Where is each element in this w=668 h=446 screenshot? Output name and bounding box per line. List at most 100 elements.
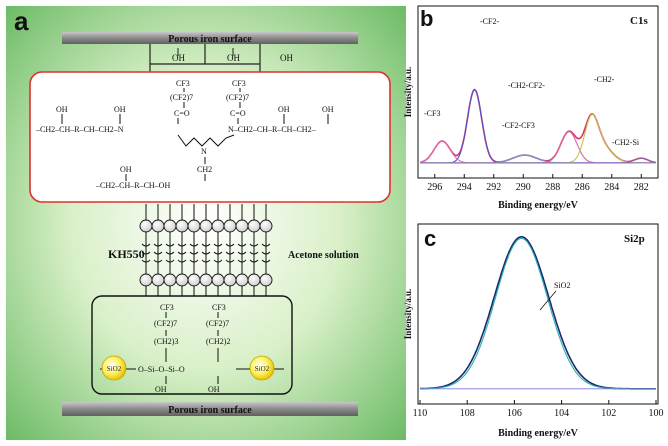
top-iron-surface-label: Porous iron surface: [168, 34, 252, 45]
bilayer-head: [199, 219, 213, 233]
upper-cf2-left: (CF2)7: [170, 93, 193, 102]
upper-oh-4: OH: [322, 105, 334, 114]
panel-b-x-tick-label: 292: [486, 182, 501, 193]
bilayer-tail: [237, 243, 247, 247]
panel-c-curves: [419, 236, 656, 390]
sio2-right-label: SiO2: [255, 365, 270, 373]
lower-ch2-left: (CH2)3: [154, 337, 178, 346]
peak-label-cf2: -CF2-: [480, 17, 499, 26]
peak-label-cf2-cf3: -CF2-CF3: [502, 121, 535, 130]
kh550-bilayer: [139, 204, 273, 296]
lower-si-chain: O–Si–O–Si–O: [138, 365, 185, 374]
panel-c-x-tick-label: 100: [649, 408, 664, 419]
peak-label-ch2-si: -CH2-Si: [612, 138, 640, 147]
upper-co-right: C=O: [230, 109, 246, 118]
upper-chain-left: –CH2–CH–R–CH–CH2–N: [35, 125, 124, 134]
bilayer-head: [259, 273, 273, 287]
bilayer-head: [175, 273, 189, 287]
bilayer-tail: [225, 251, 235, 255]
bilayer-head: [163, 273, 177, 287]
bilayer-tail: [165, 243, 175, 247]
bilayer-head: [259, 219, 273, 233]
bilayer-tail: [249, 259, 259, 263]
bottom-iron-surface-label: Porous iron surface: [168, 405, 252, 416]
bilayer-head: [211, 273, 225, 287]
panel-c-x-tick-label: 104: [554, 408, 569, 419]
bilayer-tail: [177, 243, 187, 247]
panel-b-series-line: [420, 88, 656, 164]
upper-cf3-left: CF3: [176, 79, 190, 88]
bottom-iron-surface: [62, 402, 358, 416]
upper-oh-5: OH: [120, 165, 132, 174]
sio2-left-label: SiO2: [107, 365, 122, 373]
panel-b-x-tick-label: 296: [427, 182, 442, 193]
bilayer-head: [187, 273, 201, 287]
panel-c-x-ticks: 110 108 106 104 102 100: [413, 400, 664, 419]
panel-c: c Si2p Intensity/a.u. Binding energy/eV …: [403, 223, 664, 439]
panel-b-x-ticks: 296 294 292 290 288 286 284 282: [427, 174, 649, 193]
bilayer-head: [211, 219, 225, 233]
bilayer-tail: [213, 243, 223, 247]
bilayer-head: [223, 273, 237, 287]
upper-oh-2: OH: [114, 105, 126, 114]
bilayer-tail: [249, 243, 259, 247]
bilayer-tail: [201, 251, 211, 255]
bilayer-tail: [201, 259, 211, 263]
peak-label-ch2-cf2: -CH2-CF2-: [508, 81, 545, 90]
panel-c-series-line: [419, 236, 656, 390]
bilayer-tail: [189, 243, 199, 247]
panel-b-frame: [417, 5, 659, 179]
bilayer-tail: [189, 259, 199, 263]
panel-b-xlabel: Binding energy/eV: [498, 200, 579, 211]
upper-oh-1: OH: [56, 105, 68, 114]
panel-b: b C1s Intensity/a.u. Binding energy/eV 2…: [403, 5, 659, 211]
panel-c-frame: [417, 223, 659, 405]
upper-molecule-box: CF3 CF3 (CF2)7 (CF2)7 C=O C=O OH OH OH O…: [29, 71, 391, 203]
bilayer-tail: [201, 243, 211, 247]
panel-b-x-tick-label: 294: [457, 182, 472, 193]
panel-c-x-tick-label: 102: [601, 408, 616, 419]
panel-b-ylabel: Intensity/a.u.: [403, 67, 413, 118]
panel-c-x-tick-label: 108: [460, 408, 475, 419]
bilayer-tail: [237, 259, 247, 263]
bilayer-head: [139, 219, 153, 233]
lower-cf2-left: (CF2)7: [154, 319, 177, 328]
bilayer-tail: [213, 259, 223, 263]
bilayer-tail: [189, 251, 199, 255]
bilayer-tail: [237, 251, 247, 255]
lower-cf3-left: CF3: [160, 303, 174, 312]
bilayer-tail: [141, 243, 151, 247]
panel-b-letter: b: [420, 6, 433, 31]
bilayer-tail: [225, 243, 235, 247]
upper-co-left: C=O: [174, 109, 190, 118]
bilayer-tail: [177, 259, 187, 263]
panel-b-x-tick-label: 284: [604, 182, 619, 193]
panel-b-x-tick-label: 286: [575, 182, 590, 193]
bilayer-head: [235, 219, 249, 233]
lower-ch2-right: (CH2)2: [206, 337, 230, 346]
panel-c-xlabel: Binding energy/eV: [498, 428, 579, 439]
panel-c-ylabel: Intensity/a.u.: [403, 289, 413, 340]
bilayer-tail: [141, 259, 151, 263]
bilayer-tail: [213, 251, 223, 255]
bilayer-head: [151, 273, 165, 287]
panel-b-series-line: [419, 88, 657, 164]
lower-cf3-right: CF3: [212, 303, 226, 312]
panel-b-curves: [419, 88, 657, 164]
panel-c-x-tick-label: 110: [413, 408, 428, 419]
upper-n-center: N: [201, 147, 207, 156]
sio2-right-particle: [249, 355, 275, 381]
lower-oh-right: OH: [208, 385, 220, 394]
bilayer-tail: [165, 251, 175, 255]
bilayer-head: [247, 273, 261, 287]
bilayer-tail: [153, 251, 163, 255]
bilayer-head: [223, 219, 237, 233]
panel-c-title: Si2p: [624, 233, 645, 245]
upper-cf3-right: CF3: [232, 79, 246, 88]
panel-a-letter: a: [14, 6, 29, 36]
panel-b-title: C1s: [630, 15, 648, 27]
panel-c-letter: c: [424, 226, 436, 251]
bilayer-head: [235, 273, 249, 287]
upper-oh-3: OH: [278, 105, 290, 114]
bilayer-head: [175, 219, 189, 233]
